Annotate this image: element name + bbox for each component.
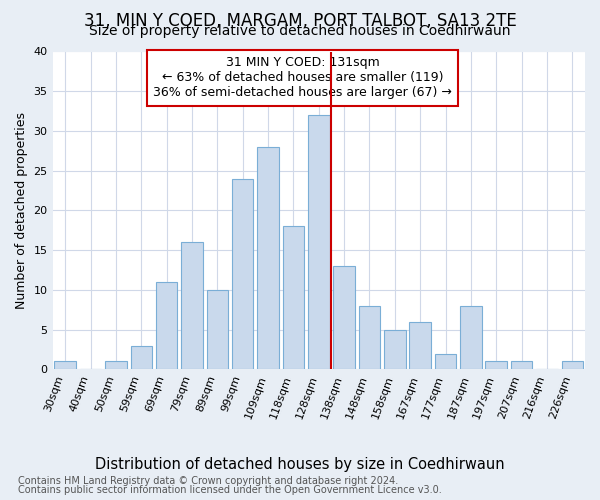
Text: Contains public sector information licensed under the Open Government Licence v3: Contains public sector information licen… xyxy=(18,485,442,495)
Bar xyxy=(257,147,279,370)
Bar xyxy=(334,266,355,370)
Bar xyxy=(156,282,178,370)
Bar xyxy=(562,362,583,370)
Text: Size of property relative to detached houses in Coedhirwaun: Size of property relative to detached ho… xyxy=(89,24,511,38)
Bar xyxy=(409,322,431,370)
Bar xyxy=(283,226,304,370)
Text: Contains HM Land Registry data © Crown copyright and database right 2024.: Contains HM Land Registry data © Crown c… xyxy=(18,476,398,486)
Bar xyxy=(511,362,532,370)
Bar xyxy=(55,362,76,370)
Text: 31 MIN Y COED: 131sqm
← 63% of detached houses are smaller (119)
36% of semi-det: 31 MIN Y COED: 131sqm ← 63% of detached … xyxy=(154,56,452,100)
Bar xyxy=(460,306,482,370)
Y-axis label: Number of detached properties: Number of detached properties xyxy=(15,112,28,309)
Bar xyxy=(232,178,253,370)
Bar xyxy=(384,330,406,370)
Bar xyxy=(131,346,152,370)
Bar xyxy=(435,354,457,370)
Text: 31, MIN Y COED, MARGAM, PORT TALBOT, SA13 2TE: 31, MIN Y COED, MARGAM, PORT TALBOT, SA1… xyxy=(83,12,517,30)
Text: Distribution of detached houses by size in Coedhirwaun: Distribution of detached houses by size … xyxy=(95,458,505,472)
Bar xyxy=(359,306,380,370)
Bar xyxy=(206,290,228,370)
Bar xyxy=(485,362,507,370)
Bar xyxy=(105,362,127,370)
Bar xyxy=(181,242,203,370)
Bar xyxy=(308,115,329,370)
